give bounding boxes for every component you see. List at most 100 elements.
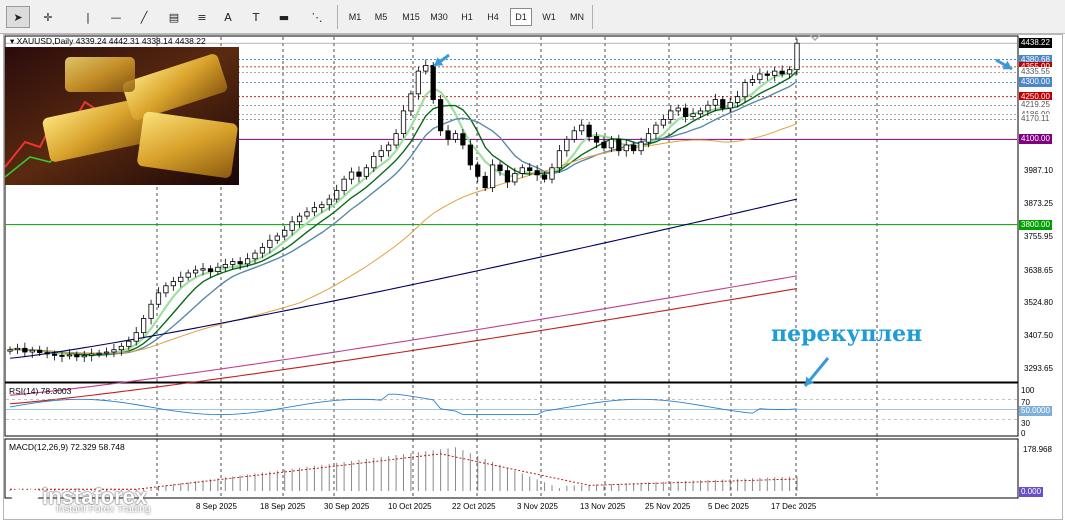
candle-body[interactable] [400, 110, 407, 135]
candle-body[interactable] [141, 318, 147, 334]
candle-body[interactable] [348, 171, 355, 180]
candle-body[interactable] [631, 144, 637, 152]
candle-body[interactable] [44, 352, 50, 355]
dropdown-arrow-icon[interactable]: ▾ [10, 36, 17, 46]
candle-body[interactable] [608, 138, 614, 149]
timeframe-d1[interactable]: D1 [510, 8, 532, 26]
candle-body[interactable] [794, 42, 800, 71]
candle-body[interactable] [512, 173, 518, 183]
candle-body[interactable] [571, 130, 577, 140]
candle-body[interactable] [37, 349, 43, 353]
candle-body[interactable] [586, 124, 592, 137]
candle-body[interactable] [720, 99, 726, 109]
candle-body[interactable] [341, 178, 347, 191]
candle-body[interactable] [623, 144, 629, 152]
candle-body[interactable] [289, 221, 295, 231]
candle-body[interactable] [363, 167, 369, 177]
candle-body[interactable] [690, 113, 696, 118]
candle-body[interactable] [541, 174, 548, 180]
candle-body[interactable] [170, 281, 176, 287]
candle-body[interactable] [779, 70, 785, 75]
candle-body[interactable] [452, 133, 459, 140]
candle-body[interactable] [616, 138, 622, 152]
candle-body[interactable] [475, 164, 481, 177]
candle-body[interactable] [155, 292, 162, 305]
candle-body[interactable] [282, 229, 288, 237]
timeframe-m15[interactable]: M15 [402, 12, 420, 22]
candle-body[interactable] [697, 110, 704, 115]
candle-body[interactable] [259, 246, 266, 254]
candle-body[interactable] [482, 175, 488, 189]
candle-body[interactable] [51, 353, 58, 356]
channel-icon[interactable]: ▤ [168, 10, 180, 24]
candle-body[interactable] [163, 285, 169, 294]
candle-body[interactable] [638, 141, 644, 152]
candle-body[interactable] [423, 65, 429, 72]
price-level-tag[interactable]: 4335.55 [1019, 67, 1052, 78]
candle-body[interactable] [445, 130, 451, 140]
candle-body[interactable] [527, 167, 533, 172]
candle-body[interactable] [103, 351, 110, 354]
candle-body[interactable] [564, 138, 570, 152]
candle-body[interactable] [14, 347, 21, 351]
candle-body[interactable] [244, 258, 251, 265]
candle-body[interactable] [66, 354, 73, 357]
candle-body[interactable] [504, 170, 511, 183]
candle-body[interactable] [59, 355, 65, 357]
candle-body[interactable] [296, 215, 303, 223]
candle-body[interactable] [438, 99, 444, 132]
price-level-tag[interactable]: 4355.00 [1019, 61, 1052, 72]
candle-body[interactable] [118, 345, 124, 351]
rectangle-icon[interactable]: ▬ [278, 10, 290, 24]
vertical-line-icon[interactable]: | [86, 10, 90, 24]
candle-body[interactable] [222, 264, 228, 268]
candle-body[interactable] [497, 164, 503, 172]
candle-body[interactable] [207, 268, 214, 272]
candle-body[interactable] [215, 266, 221, 272]
candle-body[interactable] [371, 156, 377, 169]
candle-body[interactable] [185, 272, 191, 278]
candle-body[interactable] [393, 133, 399, 146]
price-level-tag[interactable]: 4380.68 [1019, 54, 1052, 65]
candle-body[interactable] [772, 70, 778, 76]
candle-body[interactable] [230, 261, 236, 265]
timeframe-m5[interactable]: M5 [374, 12, 388, 22]
candle-body[interactable] [193, 269, 199, 274]
candle-body[interactable] [178, 276, 184, 282]
candle-body[interactable] [727, 101, 733, 109]
price-level-tag[interactable]: 4170.11 [1019, 114, 1052, 125]
candle-body[interactable] [74, 354, 80, 358]
candle-body[interactable] [683, 107, 689, 118]
candle-body[interactable] [326, 198, 332, 206]
candle-body[interactable] [742, 82, 748, 98]
horizontal-line-icon[interactable]: — [110, 10, 122, 24]
candle-body[interactable] [408, 93, 414, 112]
candle-body[interactable] [757, 73, 763, 81]
candle-body[interactable] [601, 141, 607, 149]
candle-body[interactable] [81, 355, 87, 358]
candle-body[interactable] [653, 124, 659, 135]
price-level-tag[interactable]: 4100.00 [1019, 134, 1052, 145]
candle-body[interactable] [467, 144, 473, 166]
candle-body[interactable] [549, 167, 555, 180]
candle-body[interactable] [734, 96, 741, 103]
timeframe-m30[interactable]: M30 [430, 12, 448, 22]
price-level-tag[interactable]: 4219.25 [1019, 100, 1052, 111]
candle-body[interactable] [489, 164, 496, 189]
price-level-tag[interactable]: 4438.22 [1019, 38, 1052, 49]
crosshair-icon[interactable]: ✛ [43, 10, 53, 24]
timeframe-h4[interactable]: H4 [487, 12, 499, 22]
candle-body[interactable] [334, 190, 340, 200]
shapes-icon[interactable]: ⋱ [311, 10, 323, 24]
candle-body[interactable] [645, 133, 652, 143]
candle-body[interactable] [660, 119, 666, 126]
candle-body[interactable] [593, 136, 600, 143]
candle-body[interactable] [304, 211, 310, 217]
candle-body[interactable] [311, 207, 318, 213]
timeframe-h1[interactable]: H1 [461, 12, 473, 22]
price-level-tag[interactable]: 4250.00 [1019, 91, 1052, 102]
candle-body[interactable] [712, 99, 718, 106]
price-level-tag[interactable]: 3800.00 [1019, 219, 1052, 230]
candle-body[interactable] [786, 69, 793, 75]
